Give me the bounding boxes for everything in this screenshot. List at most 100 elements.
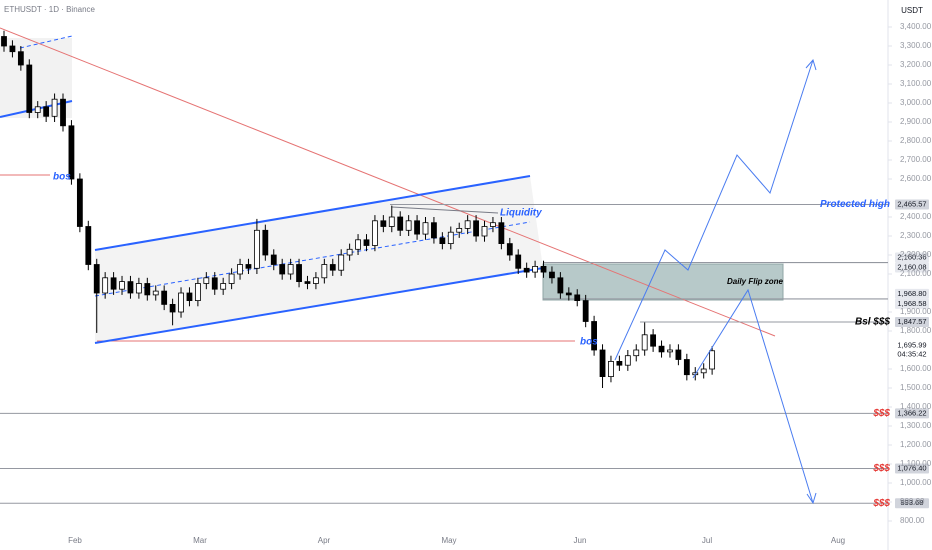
candle-body: [127, 281, 134, 294]
x-tick-label: Aug: [831, 536, 845, 545]
candle-body: [540, 265, 547, 273]
candle-body: [262, 229, 269, 256]
candle-body: [102, 277, 109, 294]
x-tick-label: May: [441, 536, 456, 545]
candle-body: [17, 51, 24, 66]
y-tick-label: 2,400.00: [900, 212, 932, 221]
y-tick-label: 1,100.00: [900, 459, 932, 468]
y-tick-label: 3,000.00: [900, 98, 932, 107]
candle-body: [237, 264, 243, 275]
candle-body: [296, 264, 302, 283]
candle-body: [245, 264, 252, 269]
candle-body: [211, 277, 218, 290]
price-tag-label: 1,968.58: [897, 299, 926, 308]
y-tick-label: 900.00: [900, 497, 925, 506]
level-note: Protected high: [820, 199, 890, 210]
chart-title: ETHUSDT · 1D · Binance: [4, 5, 96, 14]
candle-body: [599, 349, 606, 378]
price-tag: [895, 262, 929, 273]
candle-body: [144, 283, 151, 296]
x-tick-label: Jul: [702, 536, 712, 545]
candle-body: [279, 264, 286, 275]
candle-body: [26, 64, 33, 113]
y-tick-label: 1,500.00: [900, 383, 932, 392]
candle-body: [498, 222, 505, 244]
price-tag-label: 893.68: [901, 498, 924, 507]
candle-body: [372, 220, 378, 246]
y-tick-label: 1,900.00: [900, 307, 932, 316]
candle-body: [355, 239, 361, 250]
candle-body: [414, 220, 420, 235]
candle-body: [228, 273, 235, 284]
candle-body: [447, 231, 454, 244]
x-tick-label: Apr: [318, 536, 331, 545]
price-tag-label: 2,465.57: [897, 200, 926, 209]
candle-body: [388, 216, 395, 227]
candle-body: [658, 345, 665, 353]
candle-body: [667, 349, 673, 353]
candle-body: [397, 216, 404, 231]
projection-path: [614, 59, 814, 361]
candle-body: [161, 290, 168, 305]
candle-body: [253, 229, 260, 269]
candle-body: [700, 368, 707, 374]
price-tag-label: 1,847.57: [897, 317, 926, 326]
candle-body: [608, 360, 614, 377]
candle-body: [304, 281, 311, 284]
price-tag-label: 2,160.36: [897, 253, 926, 262]
price-tag: [895, 298, 929, 309]
current-price: 1,695.99: [897, 341, 926, 350]
candle-body: [683, 359, 690, 376]
flip-zone: [542, 263, 784, 301]
candle-body: [329, 264, 336, 271]
channel-upper: [94, 175, 531, 251]
y-tick-label: 2,900.00: [900, 117, 932, 126]
candle-body: [557, 277, 564, 294]
liquidity-label: Liquidity: [500, 208, 542, 219]
candle-body: [380, 220, 387, 227]
candle-body: [650, 334, 657, 347]
candle-body: [34, 106, 41, 113]
price-tag: [895, 199, 929, 210]
y-tick-label: 1,000.00: [900, 478, 932, 487]
candle-body: [456, 227, 463, 233]
candle-body: [51, 98, 58, 117]
candle-body: [220, 283, 227, 290]
candle-body: [481, 226, 488, 237]
level-note: $$$: [872, 408, 890, 419]
candle-body: [203, 277, 210, 284]
candle-body: [490, 222, 496, 227]
price-tag: [895, 316, 929, 327]
axis-unit: USDT: [901, 6, 923, 15]
level-note: Bsl $$$: [855, 317, 890, 328]
channel-lower: [94, 267, 544, 344]
candle-body: [464, 220, 471, 229]
y-tick-label: 3,300.00: [900, 41, 932, 50]
trend-line: [0, 27, 776, 337]
price-tag: [895, 463, 929, 474]
candle-body: [135, 283, 142, 294]
y-tick-label: 1,300.00: [900, 421, 932, 430]
level-note: $$$: [872, 463, 890, 474]
candle-body: [60, 98, 66, 127]
projection-path: [692, 288, 814, 504]
liquidity-line: [391, 206, 499, 214]
arrow-head: [806, 492, 817, 505]
candle-body: [68, 125, 75, 180]
channel-mid: [19, 35, 73, 49]
candle-body: [119, 281, 125, 290]
candle-body: [473, 220, 479, 237]
candle-body: [506, 243, 513, 256]
y-tick-label: 1,600.00: [900, 364, 932, 373]
candle-body: [363, 239, 370, 246]
y-tick-label: 2,200.00: [900, 250, 932, 259]
price-tag-label: 1,968.80: [897, 289, 926, 298]
arrow-head: [805, 58, 817, 71]
candle-body: [313, 277, 319, 284]
price-tag-label: 1,076.40: [897, 463, 926, 472]
y-tick-label: 800.00: [900, 516, 925, 525]
candle-body: [194, 283, 201, 302]
candle-body: [270, 254, 277, 265]
candle-body: [633, 349, 640, 357]
